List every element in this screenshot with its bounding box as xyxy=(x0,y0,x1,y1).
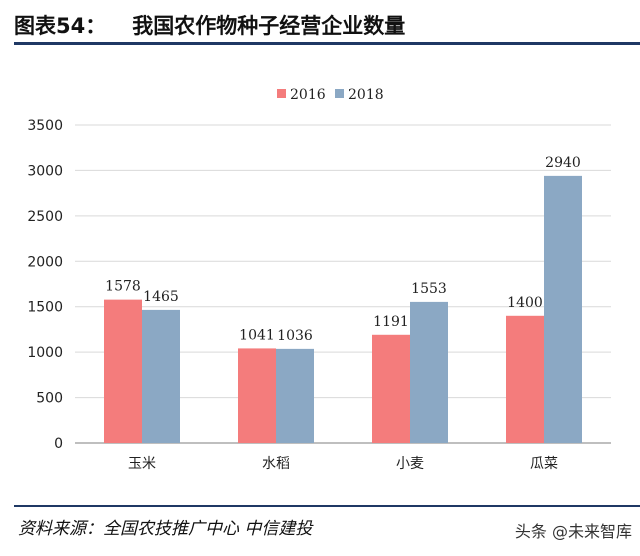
y-axis-ticks: 0 500 1000 1500 2000 2500 3000 3500 xyxy=(27,118,63,452)
bottom-rule xyxy=(14,505,640,507)
data-label: 2940 xyxy=(545,155,581,171)
legend: 2016 2018 xyxy=(277,87,384,103)
bar-2018 xyxy=(544,175,582,443)
source-note: 资料来源：全国农技推广中心 中信建投 xyxy=(18,519,313,539)
legend-label: 2018 xyxy=(348,87,384,103)
y-tick-label: 3000 xyxy=(27,163,63,179)
data-label: 1465 xyxy=(143,289,179,305)
y-tick-label: 1000 xyxy=(27,345,63,361)
bar-2016 xyxy=(506,315,544,443)
data-label: 1191 xyxy=(373,314,409,330)
bar-2018 xyxy=(276,348,314,443)
figure-header: 图表54： 我国农作物种子经营企业数量 xyxy=(14,10,405,40)
bar-2018 xyxy=(410,301,448,443)
legend-swatch xyxy=(335,89,344,98)
category-label: 瓜菜 xyxy=(530,456,558,472)
y-tick-label: 0 xyxy=(54,436,63,452)
data-label: 1400 xyxy=(507,295,543,311)
figure-title: 我国农作物种子经营企业数量 xyxy=(132,14,406,38)
data-label: 1578 xyxy=(105,279,141,295)
data-label: 1041 xyxy=(239,327,275,343)
y-tick-label: 3500 xyxy=(27,118,63,134)
data-label: 1036 xyxy=(277,328,313,344)
data-label: 1553 xyxy=(411,281,447,297)
bar-2016 xyxy=(238,348,276,443)
legend-label: 2016 xyxy=(290,87,326,103)
y-tick-label: 2000 xyxy=(27,254,63,270)
category-label: 玉米 xyxy=(128,456,156,472)
bar-2016 xyxy=(372,334,410,443)
y-tick-label: 500 xyxy=(36,391,63,407)
category-label: 水稻 xyxy=(262,456,290,472)
bar-2016 xyxy=(104,299,142,443)
bars xyxy=(104,175,582,443)
y-tick-label: 2500 xyxy=(27,209,63,225)
y-tick-label: 1500 xyxy=(27,300,63,316)
figure-number: 图表54： xyxy=(14,14,107,38)
x-axis-categories: 玉米 水稻 小麦 瓜菜 xyxy=(128,456,558,472)
category-label: 小麦 xyxy=(396,456,424,472)
legend-swatch xyxy=(277,89,286,98)
top-rule xyxy=(14,42,640,45)
watermark: 头条 @未来智库 xyxy=(514,522,632,541)
bar-2018 xyxy=(142,309,180,443)
